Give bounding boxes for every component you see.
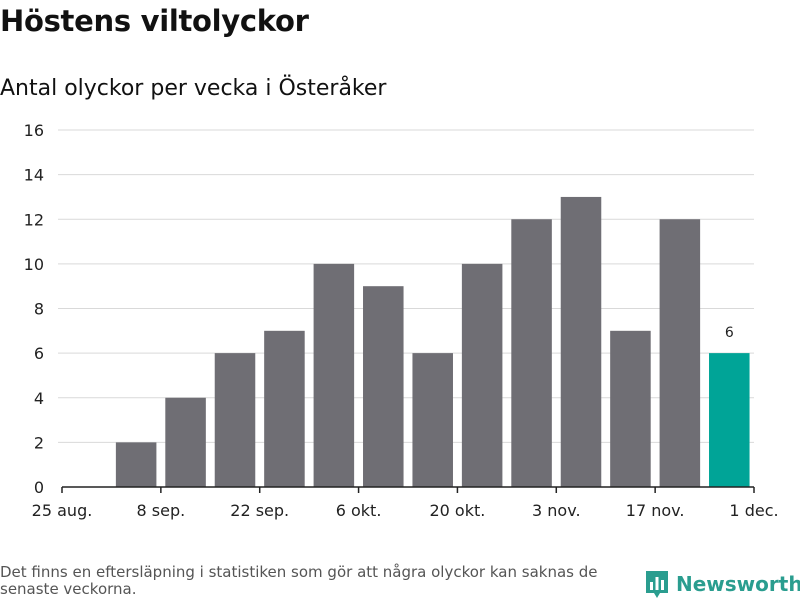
y-tick-label: 4 <box>34 389 44 408</box>
chart-title: Höstens viltolyckor <box>0 4 309 38</box>
bar <box>659 219 701 487</box>
brand: Newsworthy <box>644 567 800 601</box>
brand-name: Newsworthy <box>676 572 800 596</box>
footnote: Det finns en eftersläpning i statistiken… <box>0 563 598 598</box>
y-tick-label: 10 <box>24 255 44 274</box>
bar <box>412 353 453 487</box>
bar <box>165 397 206 487</box>
x-tick-label: 6 okt. <box>336 501 382 520</box>
x-tick-label: 1 dec. <box>729 501 778 520</box>
y-tick-label: 8 <box>34 300 44 319</box>
y-tick-label: 6 <box>34 344 44 363</box>
bar <box>461 263 503 487</box>
y-tick-label: 14 <box>24 166 44 185</box>
bar-highlight <box>709 353 750 487</box>
y-tick-label: 12 <box>24 210 44 229</box>
bar <box>560 196 602 487</box>
bar-chart: 0 2 4 6 8 10 12 14 16 6 25 aug. 8 sep. 22 sep. 6 okt.… <box>24 121 779 520</box>
x-tick-label: 20 okt. <box>429 501 485 520</box>
newsworthy-logo-icon <box>646 571 668 598</box>
y-tick-label: 2 <box>34 433 44 452</box>
bar <box>610 330 651 487</box>
bar <box>264 330 305 487</box>
bar <box>313 263 355 487</box>
x-tick-label: 3 nov. <box>532 501 581 520</box>
bar <box>363 286 404 487</box>
y-tick-label: 16 <box>24 121 44 140</box>
data-label: 6 <box>725 325 734 341</box>
x-tick-label: 25 aug. <box>32 501 93 520</box>
y-tick-label: 0 <box>34 478 44 497</box>
x-tick-label: 8 sep. <box>137 501 186 520</box>
x-tick-label: 22 sep. <box>230 501 289 520</box>
chart-subtitle: Antal olyckor per vecka i Österåker <box>0 76 387 101</box>
x-tick-label: 17 nov. <box>626 501 685 520</box>
bar <box>511 219 552 487</box>
bar <box>115 442 157 487</box>
bar <box>214 353 256 487</box>
